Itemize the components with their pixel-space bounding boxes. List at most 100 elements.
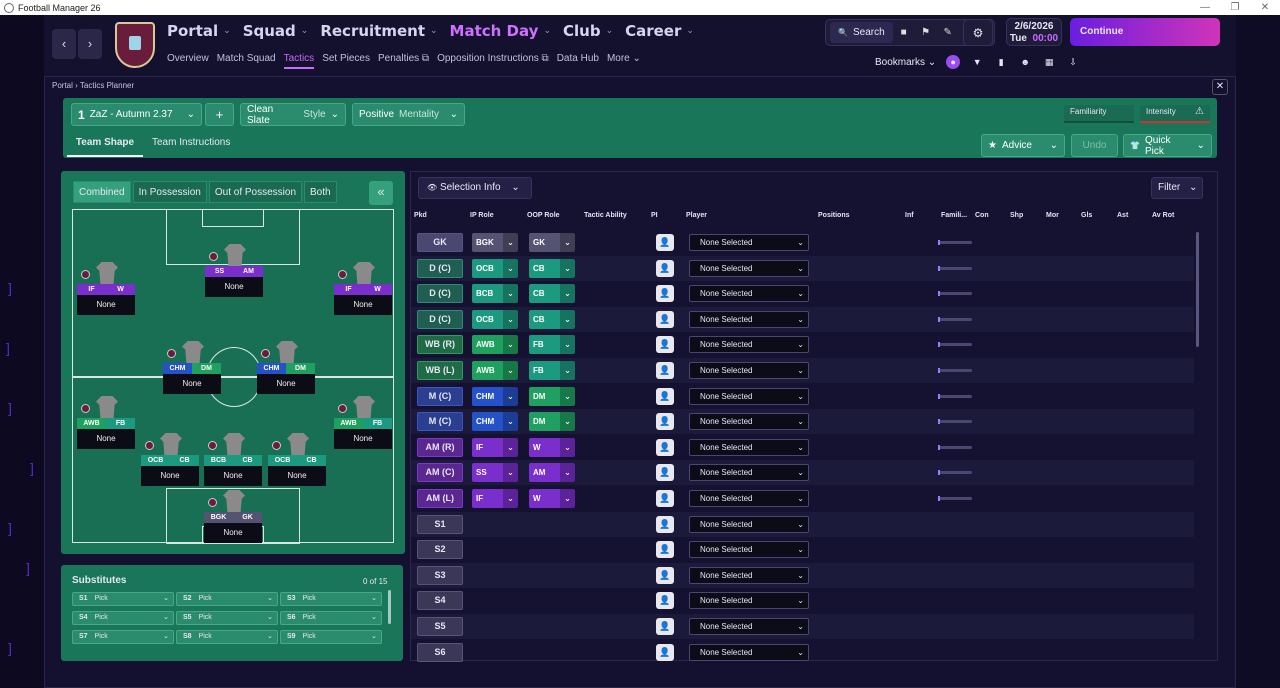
oop-role-select[interactable]: GK ⌄ xyxy=(529,233,575,252)
picked-position[interactable]: S6 xyxy=(417,642,463,662)
sub-slot-s8[interactable]: S8 Pick ⌄ xyxy=(176,630,278,644)
pitch-player[interactable]: IF W None xyxy=(77,262,135,320)
main-nav-career[interactable]: Career ⌄ xyxy=(625,22,694,40)
person-icon[interactable]: 👤 xyxy=(656,310,674,328)
column-header[interactable]: Gls xyxy=(1081,212,1093,219)
sub-slot-s1[interactable]: S1 Pick ⌄ xyxy=(72,592,174,606)
person-icon[interactable]: 👤 xyxy=(656,618,674,635)
person-icon[interactable]: 👤 xyxy=(656,464,674,482)
sub-slot-s9[interactable]: S9 Pick ⌄ xyxy=(280,630,382,644)
shirt-icon[interactable]: ▼ xyxy=(972,57,982,67)
column-header[interactable]: Mor xyxy=(1046,212,1059,219)
tab-both[interactable]: Both xyxy=(304,181,337,203)
main-nav-club[interactable]: Club ⌄ xyxy=(563,22,613,40)
oop-role-select[interactable]: W ⌄ xyxy=(529,437,575,457)
person-icon[interactable]: 👤 xyxy=(656,643,674,661)
picked-position[interactable]: AM (C) xyxy=(417,463,463,483)
edit-icon[interactable]: ✎ xyxy=(943,27,952,38)
person-icon[interactable]: 👤 xyxy=(656,285,674,303)
ip-role-select[interactable]: OCB ⌄ xyxy=(472,258,518,278)
pitch-player[interactable]: SS AM None xyxy=(205,244,263,302)
main-nav-portal[interactable]: Portal ⌄ xyxy=(167,22,231,40)
picked-position[interactable]: S3 xyxy=(417,565,463,585)
inbox-icon[interactable]: ■ xyxy=(900,27,907,38)
oop-role-select[interactable]: AM ⌄ xyxy=(529,463,575,483)
download-icon[interactable]: ⇩ xyxy=(1069,57,1077,67)
picked-position[interactable]: M (C) xyxy=(417,412,463,432)
player-select[interactable]: None Selected ⌄ xyxy=(689,234,809,251)
picked-position[interactable]: AM (R) xyxy=(417,437,463,457)
continue-button[interactable]: Continue xyxy=(1070,18,1220,46)
person-icon[interactable]: 👤 xyxy=(656,438,674,456)
column-header[interactable]: IP Role xyxy=(470,212,494,219)
player-select[interactable]: None Selected ⌄ xyxy=(689,413,809,431)
person-icon[interactable]: 👤 xyxy=(656,387,674,405)
pitch-player[interactable]: OCB CB None xyxy=(268,433,326,491)
player-select[interactable]: None Selected ⌄ xyxy=(689,387,809,405)
column-header[interactable]: PI xyxy=(651,212,658,219)
picked-position[interactable]: D (C) xyxy=(417,309,463,329)
column-header[interactable]: Tactic Ability xyxy=(584,212,627,219)
quick-pick-button[interactable]: 👕 Quick Pick ⌄ xyxy=(1123,134,1212,157)
pitch-player[interactable]: AWB FB None xyxy=(334,396,392,454)
player-select[interactable]: None Selected ⌄ xyxy=(689,490,809,507)
player-select[interactable]: None Selected ⌄ xyxy=(689,541,809,559)
player-select[interactable]: None Selected ⌄ xyxy=(689,515,809,533)
advice-button[interactable]: ★ Advice ⌄ xyxy=(981,134,1065,157)
player-select[interactable]: None Selected ⌄ xyxy=(689,566,809,584)
breadcrumb-portal[interactable]: Portal xyxy=(52,81,73,90)
sub-nav-item-2[interactable]: Tactics xyxy=(283,53,315,69)
sub-slot-s2[interactable]: S2 Pick ⌄ xyxy=(176,592,278,606)
ip-role-select[interactable]: AWB ⌄ xyxy=(472,335,518,355)
picked-position[interactable]: S4 xyxy=(417,591,463,611)
pitch-player[interactable]: CHM DM None xyxy=(257,341,315,399)
main-nav-recruitment[interactable]: Recruitment ⌄ xyxy=(320,22,437,40)
person-icon[interactable]: 👤 xyxy=(656,336,674,354)
maximize-button[interactable]: ❐ xyxy=(1230,2,1240,13)
sub-slot-s6[interactable]: S6 Pick ⌄ xyxy=(280,611,382,625)
player-select[interactable]: None Selected ⌄ xyxy=(689,362,809,379)
game-date[interactable]: 2/6/2026 Tue 00:00 xyxy=(1006,18,1062,46)
tab-team-instructions[interactable]: Team Instructions xyxy=(152,137,231,148)
tactic-selector[interactable]: 1 ZaZ - Autumn 2.37 ⌄ xyxy=(71,103,202,126)
tab-in-possession[interactable]: In Possession xyxy=(132,181,207,203)
picked-position[interactable]: GK xyxy=(417,233,463,252)
shield-icon[interactable]: ⚑ xyxy=(921,27,931,38)
mentality-selector[interactable]: Positive Mentality ⌄ xyxy=(352,103,465,126)
player-select[interactable]: None Selected ⌄ xyxy=(689,285,809,303)
tab-out-of-possession[interactable]: Out of Possession xyxy=(208,181,303,203)
oop-role-select[interactable]: FB ⌄ xyxy=(529,335,575,355)
picked-position[interactable]: S2 xyxy=(417,540,463,560)
ip-role-select[interactable]: SS ⌄ xyxy=(472,463,518,483)
picked-position[interactable]: AM (L) xyxy=(417,489,463,508)
filter-button[interactable]: Filter ⌄ xyxy=(1151,177,1203,199)
sub-nav-item-1[interactable]: Match Squad xyxy=(216,53,276,64)
club-crest[interactable] xyxy=(115,22,155,68)
person-icon[interactable]: 👤 xyxy=(656,592,674,610)
picked-position[interactable]: S1 xyxy=(417,514,463,534)
calendar-icon[interactable]: ▦ xyxy=(1044,57,1054,67)
clipboard-icon[interactable]: ▮ xyxy=(998,57,1004,67)
pitch-player[interactable]: CHM DM None xyxy=(163,341,221,399)
sub-slot-s5[interactable]: S5 Pick ⌄ xyxy=(176,611,278,625)
ip-role-select[interactable]: OCB ⌄ xyxy=(472,309,518,329)
oop-role-select[interactable]: W ⌄ xyxy=(529,489,575,508)
sub-nav-item-3[interactable]: Set Pieces xyxy=(322,53,370,64)
back-button[interactable]: ‹ xyxy=(52,29,76,59)
player-select[interactable]: None Selected ⌄ xyxy=(689,592,809,610)
person-icon[interactable]: ☻ xyxy=(1020,57,1030,67)
column-header[interactable]: Famili... xyxy=(941,212,968,219)
person-icon[interactable]: 👤 xyxy=(656,490,674,507)
player-select[interactable]: None Selected ⌄ xyxy=(689,310,809,328)
collapse-icon[interactable]: « xyxy=(369,181,393,205)
sub-nav-item-6[interactable]: Data Hub xyxy=(556,53,599,64)
column-header[interactable]: OOP Role xyxy=(527,212,560,219)
sub-slot-s7[interactable]: S7 Pick ⌄ xyxy=(72,630,174,644)
style-selector[interactable]: Clean Slate Style ⌄ xyxy=(240,103,346,126)
picked-position[interactable]: S5 xyxy=(417,617,463,636)
column-header[interactable]: Av Rot xyxy=(1152,212,1175,219)
column-header[interactable]: Inf xyxy=(905,212,914,219)
forward-button[interactable]: › xyxy=(78,29,102,59)
picked-position[interactable]: WB (R) xyxy=(417,335,463,355)
tab-team-shape[interactable]: Team Shape xyxy=(67,133,143,157)
